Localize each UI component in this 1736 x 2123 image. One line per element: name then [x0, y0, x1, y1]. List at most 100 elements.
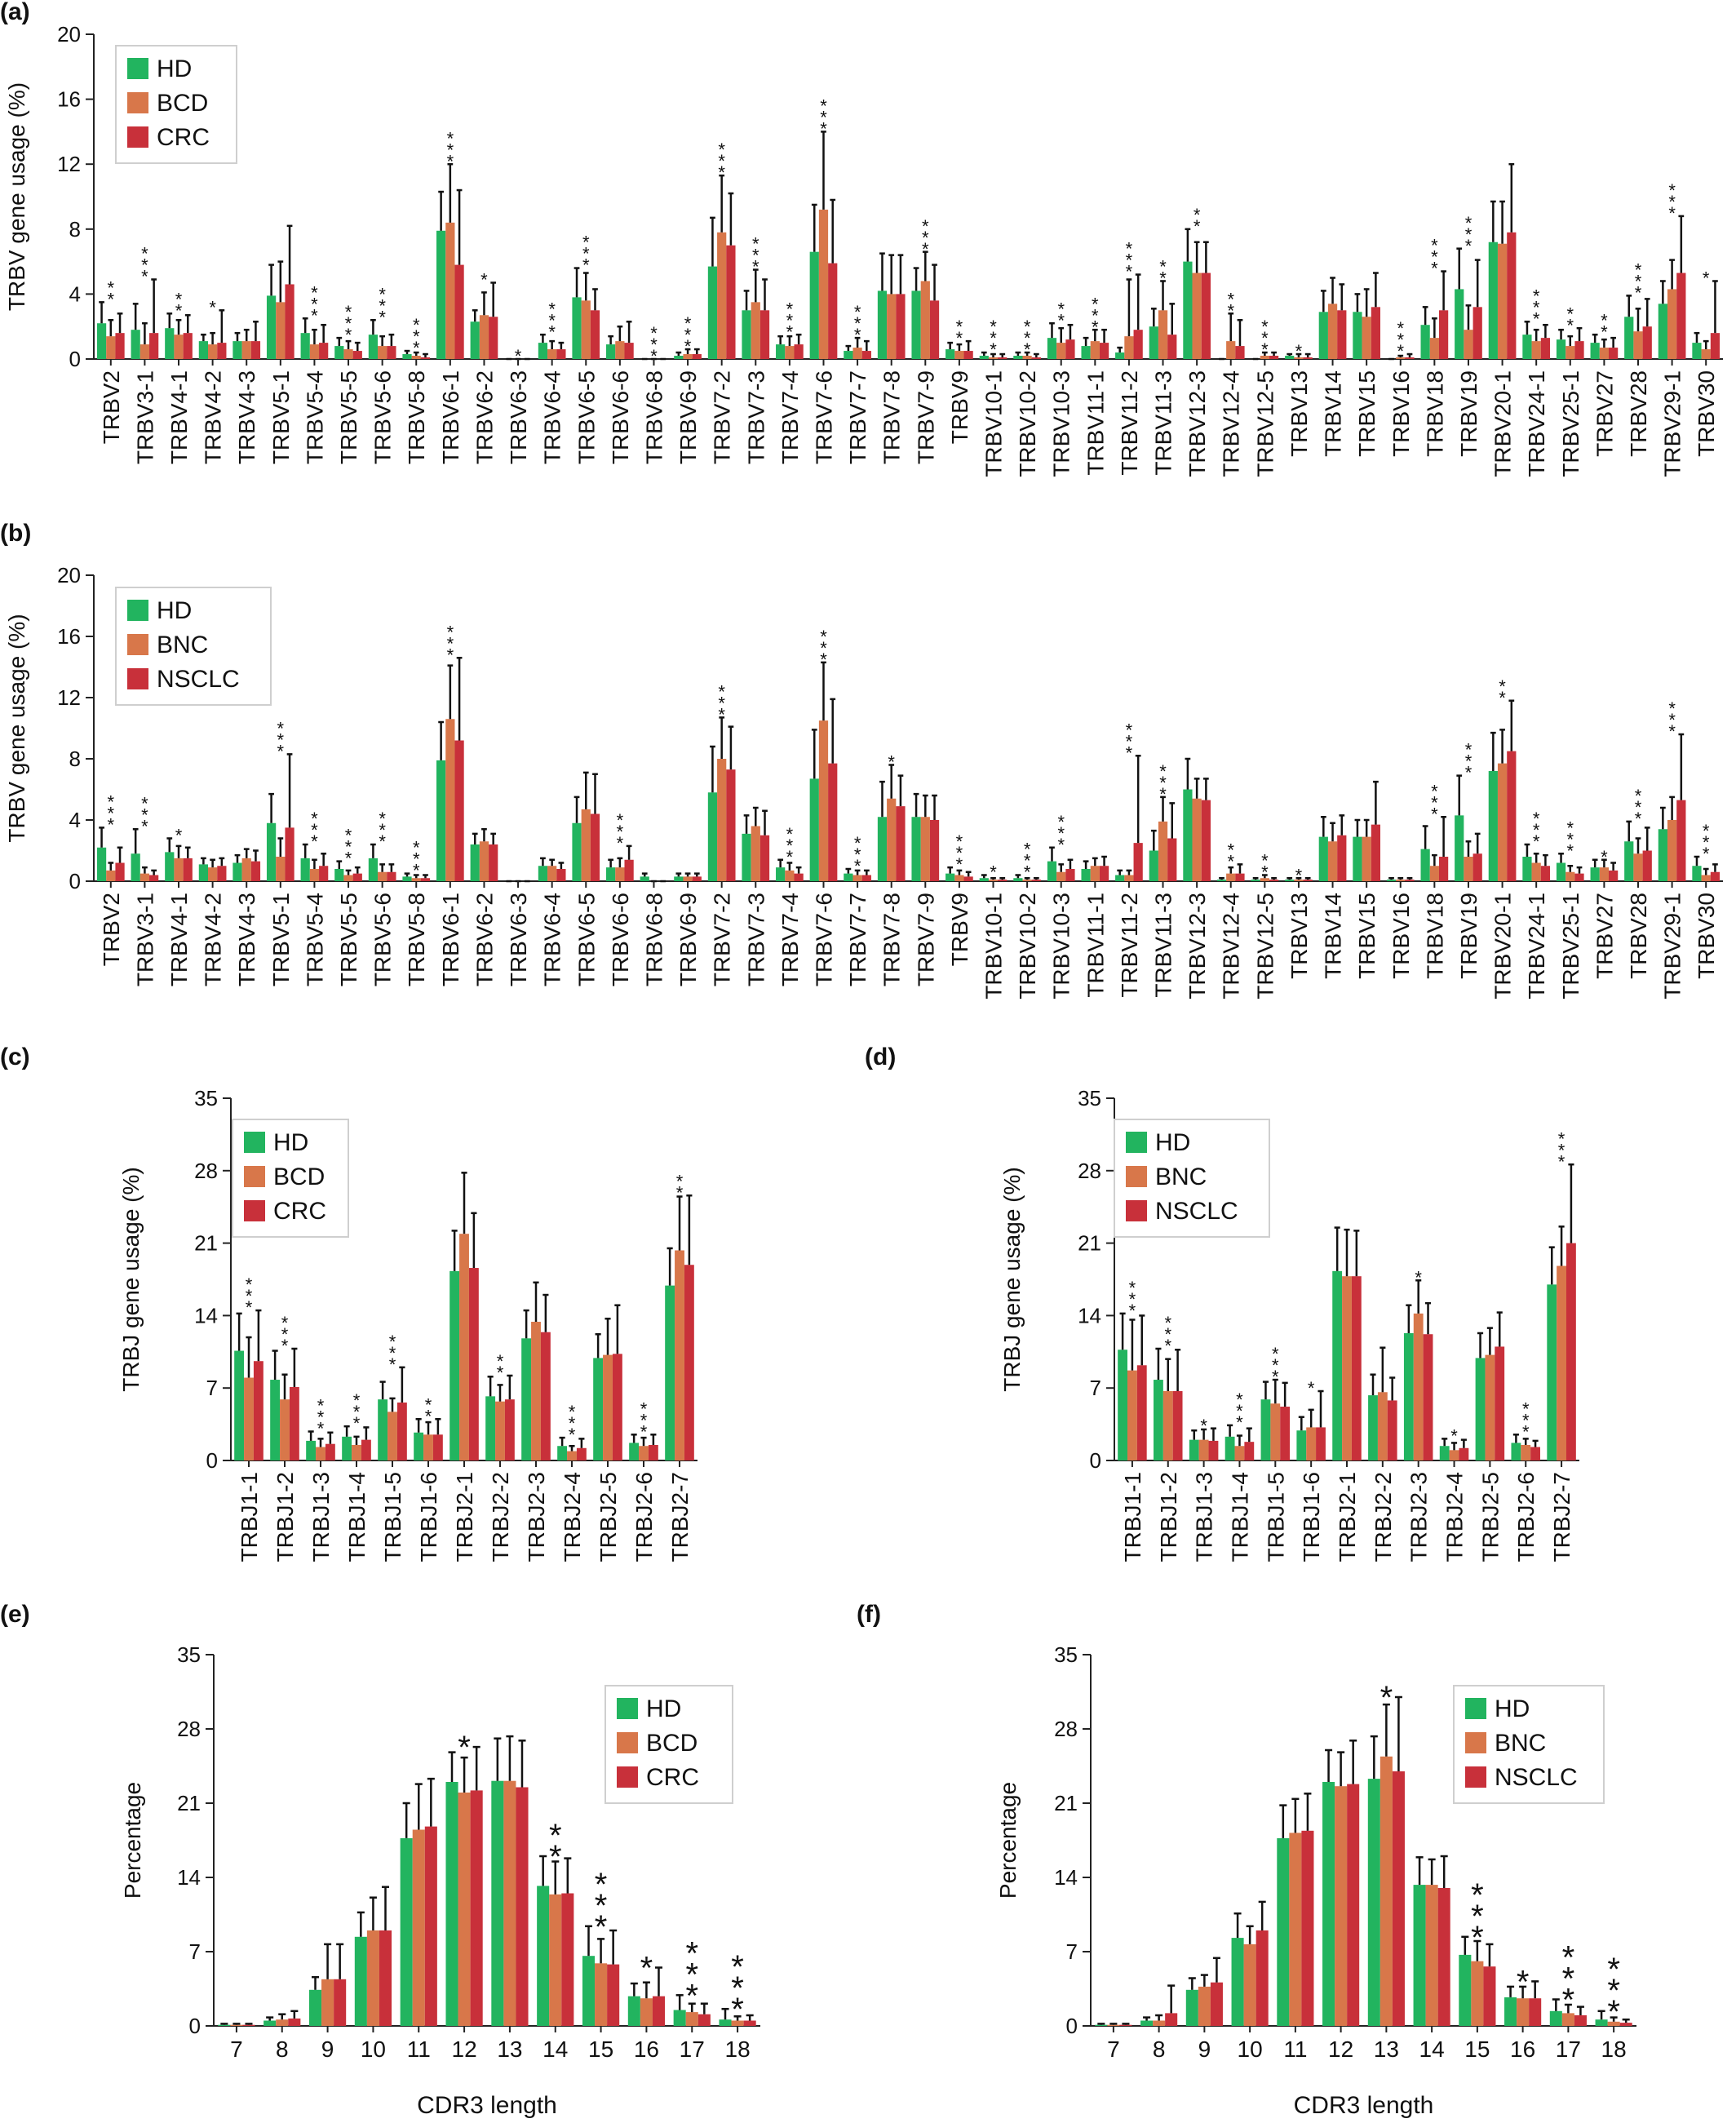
bar-bcd	[717, 232, 727, 359]
bar-bcd	[140, 344, 150, 359]
bar-hd	[1549, 2010, 1562, 2026]
significance-star: *	[595, 1909, 608, 1945]
significance-star: *	[1607, 1994, 1620, 2030]
bar-bcd	[1124, 336, 1134, 359]
panel-d: (d) 0 7 14 21 28 35 TRBJ gene usage (%) TRBJ1-1…	[865, 1044, 1579, 1562]
x-tick-label: TRBV6-8	[641, 893, 666, 986]
legend-label: BCD	[157, 90, 208, 117]
bar-bcd	[1022, 356, 1032, 359]
bar-bcd	[751, 302, 760, 359]
x-tick-label: TRBV5-5	[336, 893, 361, 986]
legend-swatch-hd	[244, 1132, 265, 1153]
bar-crc	[352, 351, 362, 359]
significance-star: *	[1194, 216, 1201, 237]
significance-star: *	[209, 297, 216, 317]
significance-star: *	[1200, 1416, 1207, 1436]
bar-crc	[242, 2024, 255, 2026]
bar-nsclc	[1201, 800, 1211, 881]
bar-crc	[1642, 326, 1652, 359]
significance-star: *	[752, 257, 760, 277]
significance-star: *	[1522, 1398, 1530, 1419]
bar-bcd	[1701, 349, 1711, 359]
legend-swatch-nsclc	[1465, 1766, 1486, 1788]
significance-star: *	[1126, 731, 1133, 751]
bar-crc	[1099, 343, 1109, 359]
significance-star: *	[1558, 1151, 1566, 1172]
significance-star: *	[1227, 840, 1234, 860]
panel-label: (b)	[0, 520, 31, 547]
bar-nsclc	[1566, 1243, 1576, 1460]
bar-bcd	[388, 1412, 397, 1460]
bar-hd	[719, 2019, 732, 2026]
significance-star: *	[1668, 698, 1676, 719]
bar-crc	[612, 1354, 622, 1460]
significance-star: *	[617, 833, 624, 853]
x-tick-label: TRBV28	[1626, 893, 1651, 979]
bar-crc	[420, 357, 431, 359]
significance-star: *	[108, 814, 115, 835]
legend-label: BCD	[646, 1730, 698, 1757]
panel-label: (f)	[857, 1601, 881, 1628]
x-tick-label: 13	[1374, 2037, 1399, 2062]
bar-nsclc	[896, 806, 906, 881]
significance-star: *	[1567, 818, 1574, 838]
significance-star: *	[1607, 1973, 1620, 2009]
bar-crc	[424, 1826, 437, 2026]
x-tick-label: TRBV7-4	[777, 893, 803, 986]
x-tick-label: 9	[321, 2037, 334, 2062]
panel-label: (e)	[0, 1601, 30, 1628]
bar-nsclc	[250, 861, 261, 881]
bar-hd	[877, 290, 888, 359]
x-tick-label: TRBV14	[1321, 893, 1346, 979]
bar-bcd	[581, 300, 591, 359]
significance-star: *	[1668, 721, 1676, 742]
legend-swatch-bcd	[244, 1166, 265, 1187]
significance-star: *	[1261, 851, 1269, 871]
y-tick-label: 7	[1090, 1376, 1101, 1400]
bar-crc	[387, 346, 396, 359]
bar-crc	[1031, 357, 1041, 359]
significance-star: *	[389, 1343, 396, 1363]
significance-star: *	[1126, 250, 1133, 271]
significance-star: *	[1164, 1313, 1171, 1333]
bar-bnc	[818, 720, 829, 881]
bar-bnc	[241, 858, 251, 881]
bar-bnc	[1107, 2024, 1120, 2026]
bar-hd	[707, 266, 718, 359]
bar-hd	[673, 2010, 686, 2026]
bar-bnc	[1153, 2020, 1166, 2026]
significance-star: *	[1635, 282, 1642, 303]
significance-star: *	[1236, 1389, 1243, 1410]
legend-label: BNC	[1495, 1730, 1546, 1757]
bar-nsclc	[1136, 1365, 1147, 1460]
significance-star: *	[1562, 1940, 1575, 1976]
bar-bcd	[685, 2012, 698, 2026]
x-tick-label: TRBV5-4	[302, 370, 327, 464]
bar-hd	[979, 878, 989, 881]
bar-nsclc	[1642, 850, 1652, 881]
x-tick-label: TRBV7-9	[913, 370, 938, 464]
significance-star: *	[141, 804, 148, 825]
significance-star: *	[786, 847, 794, 867]
bar-crc	[1405, 357, 1415, 359]
bar-hd	[1013, 356, 1023, 359]
y-tick-label: 28	[177, 1717, 201, 1741]
bar-hd	[674, 356, 684, 359]
significance-star: *	[1635, 271, 1642, 291]
legend-label: BNC	[157, 632, 208, 658]
bar-hd	[354, 1936, 367, 2026]
bar-nsclc	[1119, 2024, 1132, 2026]
bar-hd	[979, 356, 989, 359]
bar-hd	[1556, 339, 1566, 359]
bar-bcd	[1158, 310, 1168, 359]
bar-crc	[648, 1444, 658, 1460]
significance-star: *	[1129, 1289, 1136, 1310]
bar-bcd	[1566, 346, 1575, 359]
bar-bcd	[1294, 357, 1304, 359]
x-tick-label: TRBV7-7	[845, 893, 870, 986]
significance-star: *	[1126, 239, 1133, 259]
bar-bcd	[615, 341, 625, 359]
y-tick-label: 7	[206, 1376, 218, 1400]
significance-star: *	[718, 681, 725, 702]
